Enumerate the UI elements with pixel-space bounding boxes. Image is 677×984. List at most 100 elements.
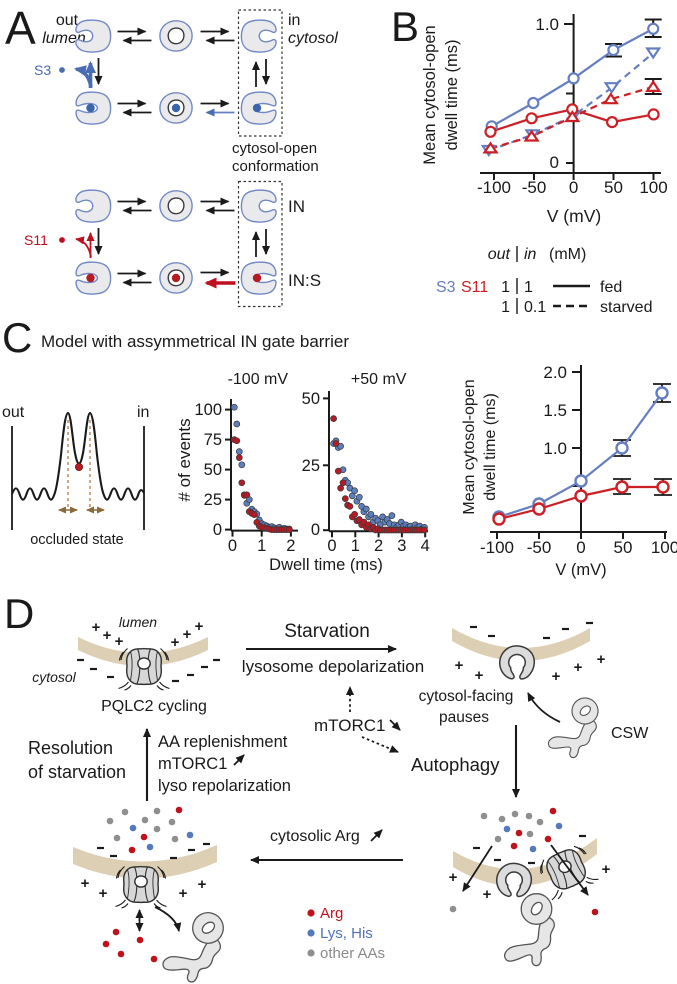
svg-text:lyso repolarization: lyso repolarization	[158, 777, 291, 795]
svg-text:+: +	[81, 875, 90, 892]
svg-text:1: 1	[524, 279, 533, 296]
svg-text:C: C	[2, 314, 32, 361]
svg-text:dwell time (ms): dwell time (ms)	[482, 393, 499, 501]
svg-text:+: +	[597, 651, 606, 668]
svg-text:S11: S11	[24, 232, 48, 248]
svg-text:25: 25	[204, 491, 222, 509]
svg-text:25: 25	[302, 457, 320, 475]
svg-text:+50 mV: +50 mV	[351, 371, 407, 388]
svg-text:Arg: Arg	[320, 905, 343, 922]
svg-text:pauses: pauses	[439, 709, 489, 726]
svg-text:1.0: 1.0	[543, 439, 567, 458]
svg-text:0.1: 0.1	[524, 299, 546, 316]
svg-text:IN: IN	[288, 197, 305, 216]
svg-text:2: 2	[286, 537, 295, 555]
svg-text:100: 100	[639, 178, 667, 197]
svg-text:Starvation: Starvation	[284, 621, 370, 642]
svg-text:+: +	[92, 619, 101, 636]
svg-text:100: 100	[651, 538, 677, 557]
svg-text:S3: S3	[34, 62, 51, 78]
svg-text:+: +	[179, 885, 188, 902]
svg-text:V (mV): V (mV)	[555, 561, 606, 579]
svg-text:75: 75	[204, 431, 222, 449]
svg-text:0: 0	[228, 537, 237, 555]
svg-text:0: 0	[213, 521, 222, 539]
svg-text:D: D	[4, 590, 34, 637]
svg-text:100: 100	[194, 401, 222, 419]
svg-text:B: B	[391, 3, 419, 50]
svg-text:2.0: 2.0	[543, 363, 567, 382]
svg-text:lysosome depolarization: lysosome depolarization	[242, 657, 424, 676]
svg-text:0: 0	[576, 538, 585, 557]
svg-text:out: out	[56, 12, 79, 29]
svg-text:1: 1	[351, 537, 360, 555]
svg-text:of starvation: of starvation	[28, 762, 126, 782]
svg-text:conformation: conformation	[232, 158, 319, 175]
svg-text:1.0: 1.0	[535, 15, 559, 34]
svg-text:50: 50	[204, 461, 222, 479]
svg-text:Mean cytosol-open: Mean cytosol-open	[421, 25, 439, 164]
svg-text:Resolution: Resolution	[28, 738, 113, 758]
svg-text:occluded state: occluded state	[30, 532, 124, 548]
svg-text:AA replenishment: AA replenishment	[158, 733, 288, 751]
svg-text:in: in	[137, 404, 149, 421]
svg-text:A: A	[5, 2, 36, 54]
svg-text:0: 0	[311, 521, 320, 539]
svg-text:S3: S3	[436, 279, 456, 296]
svg-text:-50: -50	[527, 538, 552, 557]
svg-text:+: +	[195, 618, 204, 635]
svg-text:1: 1	[501, 299, 510, 316]
svg-text:+: +	[552, 668, 561, 685]
svg-text:4: 4	[421, 537, 430, 555]
svg-text:2: 2	[374, 537, 383, 555]
svg-text:+: +	[574, 659, 583, 676]
svg-text:Autophagy: Autophagy	[411, 754, 500, 775]
svg-text:PQLC2 cycling: PQLC2 cycling	[101, 698, 207, 715]
svg-text:Model with assymmetrical IN ga: Model with assymmetrical IN gate barrier	[41, 332, 349, 351]
svg-text:0: 0	[550, 153, 559, 172]
svg-text:mTORC1: mTORC1	[158, 755, 227, 773]
svg-text:# of events: # of events	[175, 418, 194, 501]
svg-text:lumen: lumen	[119, 614, 157, 630]
svg-text:cytosolic Arg: cytosolic Arg	[270, 828, 360, 845]
svg-text:+: +	[198, 876, 207, 893]
svg-text:1: 1	[257, 537, 266, 555]
svg-text:+: +	[115, 633, 124, 650]
svg-text:cytosol: cytosol	[288, 30, 338, 47]
svg-text:50: 50	[604, 178, 623, 197]
svg-text:+: +	[455, 657, 464, 674]
svg-text:other AAs: other AAs	[320, 945, 385, 962]
svg-text:+: +	[183, 626, 192, 643]
svg-text:dwell time (ms): dwell time (ms)	[443, 40, 461, 151]
svg-text:3: 3	[397, 537, 406, 555]
svg-text:50: 50	[614, 538, 633, 557]
svg-text:1.5: 1.5	[543, 401, 567, 420]
svg-text:+: +	[475, 667, 484, 684]
svg-text:in: in	[288, 12, 300, 29]
svg-text:1: 1	[501, 279, 510, 296]
svg-text:IN:S: IN:S	[288, 271, 321, 290]
svg-text:S11: S11	[461, 279, 488, 296]
svg-text:-100: -100	[477, 178, 511, 197]
svg-text:Lys, His: Lys, His	[320, 925, 373, 942]
svg-text:mTORC1: mTORC1	[314, 716, 385, 735]
svg-text:+: +	[171, 634, 180, 651]
svg-text:0: 0	[569, 178, 578, 197]
svg-text:+: +	[602, 861, 611, 878]
svg-text:+: +	[483, 886, 492, 903]
svg-text:V (mV): V (mV)	[547, 206, 601, 226]
svg-text:50: 50	[302, 390, 320, 408]
svg-text:in: in	[524, 246, 537, 263]
svg-text:+: +	[103, 627, 112, 644]
svg-text:fed: fed	[600, 279, 622, 296]
svg-text:starved: starved	[600, 299, 652, 316]
svg-text:lumen: lumen	[42, 30, 86, 47]
svg-text:+: +	[449, 869, 458, 886]
svg-text:-100 mV: -100 mV	[228, 371, 289, 388]
svg-text:out: out	[488, 246, 511, 263]
svg-text:0: 0	[327, 537, 336, 555]
svg-text:Mean cytosol-open: Mean cytosol-open	[461, 379, 478, 514]
svg-text:-50: -50	[522, 178, 547, 197]
svg-text:CSW: CSW	[611, 725, 649, 742]
svg-text:-100: -100	[480, 538, 514, 557]
